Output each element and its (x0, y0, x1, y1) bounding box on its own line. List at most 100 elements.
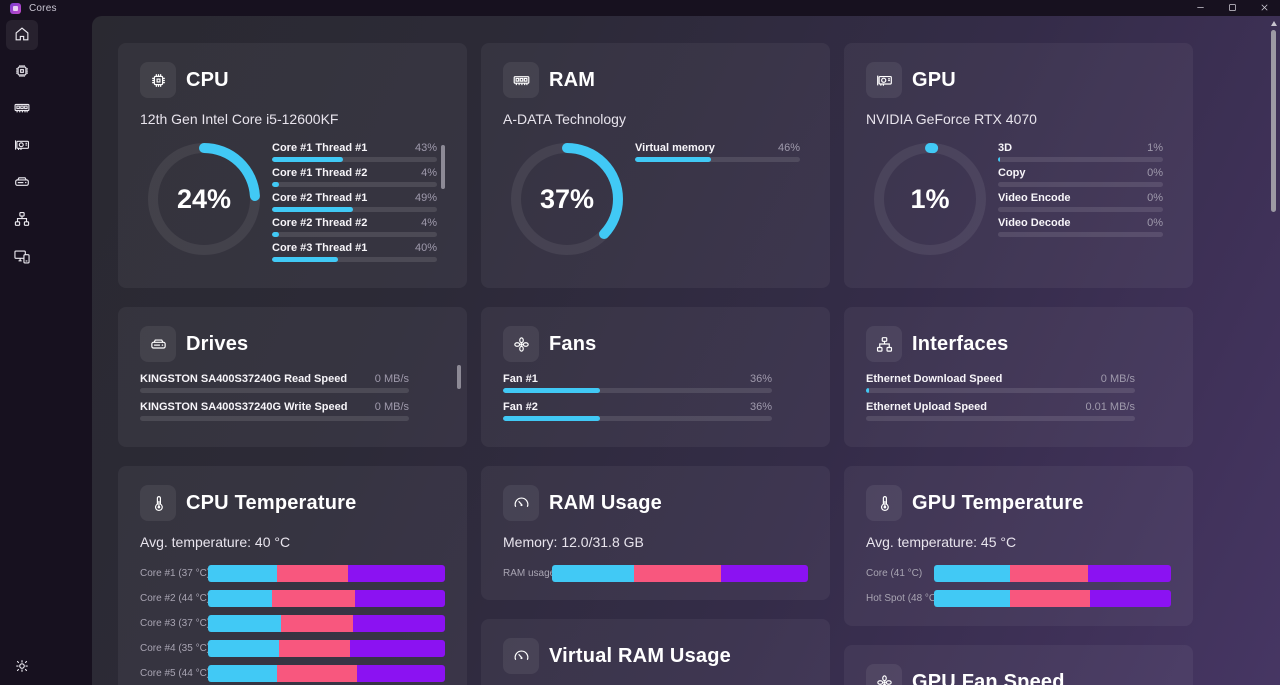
virtual-ram-usage-title: Virtual RAM Usage (549, 644, 731, 667)
list-scrollbar-thumb[interactable] (441, 145, 445, 189)
stat-row: 3D 1% (998, 143, 1163, 162)
progress-fill (272, 182, 279, 187)
drive-icon (140, 326, 176, 362)
fans-card: Fans Fan #1 36% Fan #2 36% (481, 307, 830, 447)
stat-row: Video Decode 0% (998, 218, 1163, 237)
stat-label: Core #1 Thread #2 (272, 167, 368, 179)
scrollbar-up-arrow[interactable] (1271, 21, 1277, 26)
gpu-gauge-row: 1% 3D 1% Copy 0% Video Encode 0% Video Decode 0… (866, 141, 1171, 257)
thermometer-icon (866, 485, 902, 521)
sidebar-item-cpu[interactable] (6, 57, 38, 87)
sidebar-item-gpu[interactable] (6, 131, 38, 161)
stat-row: Core #3 Thread #1 40% (272, 243, 437, 262)
stat-label: Ethernet Upload Speed (866, 401, 988, 413)
cpu-name: 12th Gen Intel Core i5-12600KF (140, 111, 339, 127)
close-icon (1259, 1, 1270, 16)
sidebar-item-interfaces[interactable] (6, 205, 38, 235)
stat-value: 46% (777, 142, 800, 154)
progress-fill (503, 388, 600, 393)
progress-track (140, 416, 409, 421)
sidebar-item-devices[interactable] (6, 242, 38, 272)
ram-usage-title: RAM Usage (549, 491, 662, 514)
ram-stick-icon (503, 62, 539, 98)
progress-track (635, 157, 800, 162)
temp-row: Core #1 (37 °C) (140, 565, 445, 582)
devices-icon (13, 247, 31, 268)
gpu-card-title: GPU (912, 68, 956, 91)
card-header: CPU Temperature (140, 485, 445, 521)
close-button[interactable] (1248, 0, 1280, 16)
temp-gradient-bar (208, 665, 445, 682)
progress-track (998, 207, 1163, 212)
gpu-avg-temperature: Avg. temperature: 45 °C (866, 534, 1017, 550)
cpu-card: CPU 12th Gen Intel Core i5-12600KF 24% C… (118, 43, 467, 288)
stat-label: Video Decode (998, 217, 1071, 229)
stat-label: KINGSTON SA400S37240G Write Speed (140, 401, 348, 413)
progress-track (140, 388, 409, 393)
stat-value: 0% (1147, 167, 1163, 179)
list-scrollbar-thumb[interactable] (457, 365, 461, 389)
stat-row: Video Encode 0% (998, 193, 1163, 212)
main-panel: CPU 12th Gen Intel Core i5-12600KF 24% C… (92, 16, 1280, 685)
column-2: RAM A-DATA Technology 37% Virtual memory… (481, 43, 830, 685)
main-scrollbar[interactable] (1270, 18, 1278, 683)
temp-label: RAM usage (503, 568, 556, 579)
stat-value: 0% (1147, 217, 1163, 229)
interfaces-card-title: Interfaces (912, 332, 1009, 355)
settings-gear-icon[interactable] (6, 651, 38, 681)
progress-track (272, 182, 437, 187)
gpu-name: NVIDIA GeForce RTX 4070 (866, 111, 1037, 127)
sidebar-item-drives[interactable] (6, 168, 38, 198)
card-header: RAM Usage (503, 485, 808, 521)
cpu-chip-icon (140, 62, 176, 98)
progress-track (503, 416, 772, 421)
ram-card-title: RAM (549, 68, 596, 91)
scrollbar-thumb[interactable] (1271, 30, 1276, 212)
maximize-icon (1227, 1, 1238, 16)
progress-track (272, 232, 437, 237)
sidebar-item-home[interactable] (6, 20, 38, 50)
card-header: Virtual RAM Usage (503, 638, 808, 674)
stat-label: Copy (998, 167, 1026, 179)
stat-row: Core #1 Thread #1 43% (272, 143, 437, 162)
stat-row: KINGSTON SA400S37240G Read Speed 0 MB/s (140, 374, 409, 393)
stat-row: Core #1 Thread #2 4% (272, 168, 437, 187)
sidebar-item-ram[interactable] (6, 94, 38, 124)
stat-value: 0% (1147, 192, 1163, 204)
gpu-usage-gauge: 1% (872, 141, 988, 257)
column-3: GPU NVIDIA GeForce RTX 4070 1% 3D 1% Copy 0… (844, 43, 1193, 685)
card-header: GPU Temperature (866, 485, 1171, 521)
minimize-icon (1195, 1, 1206, 16)
titlebar: Cores (0, 0, 1280, 16)
stat-value: 0.01 MB/s (1085, 401, 1135, 413)
donut-chart (511, 143, 623, 255)
stat-value: 1% (1147, 142, 1163, 154)
temp-label: Core (41 °C) (866, 568, 923, 579)
progress-fill (635, 157, 711, 162)
ram-usage-bar-list: RAM usage (503, 565, 808, 582)
cpu-core-temp-list: Core #1 (37 °C) Core #2 (44 °C) Core #3 (3… (140, 565, 445, 682)
maximize-button[interactable] (1216, 0, 1248, 16)
temp-label: Core #2 (44 °C) (140, 593, 211, 604)
ram-gauge-row: 37% Virtual memory 46% (503, 141, 808, 257)
fan-speed-list: Fan #1 36% Fan #2 36% (503, 374, 808, 421)
temp-gradient-bar (208, 615, 445, 632)
progress-fill (272, 257, 338, 262)
minimize-button[interactable] (1184, 0, 1216, 16)
temp-label: Core #5 (44 °C) (140, 668, 211, 679)
cpu-temperature-card: CPU Temperature Avg. temperature: 40 °C … (118, 466, 467, 685)
temp-gradient-bar (934, 590, 1171, 607)
sidebar-nav (6, 20, 38, 272)
drive-speed-list: KINGSTON SA400S37240G Read Speed 0 MB/s KI… (140, 374, 445, 421)
gpu-icon (13, 136, 31, 157)
ram-usage-percent: 37% (539, 183, 595, 214)
stat-label: Video Encode (998, 192, 1071, 204)
network-nodes-icon (866, 326, 902, 362)
card-header: Drives (140, 326, 445, 362)
temp-gradient-bar (208, 590, 445, 607)
temp-label: Core #4 (35 °C) (140, 643, 211, 654)
card-header: Fans (503, 326, 808, 362)
temp-gradient-bar (208, 565, 445, 582)
stat-value: 43% (414, 142, 437, 154)
ram-usage-gauge: 37% (509, 141, 625, 257)
